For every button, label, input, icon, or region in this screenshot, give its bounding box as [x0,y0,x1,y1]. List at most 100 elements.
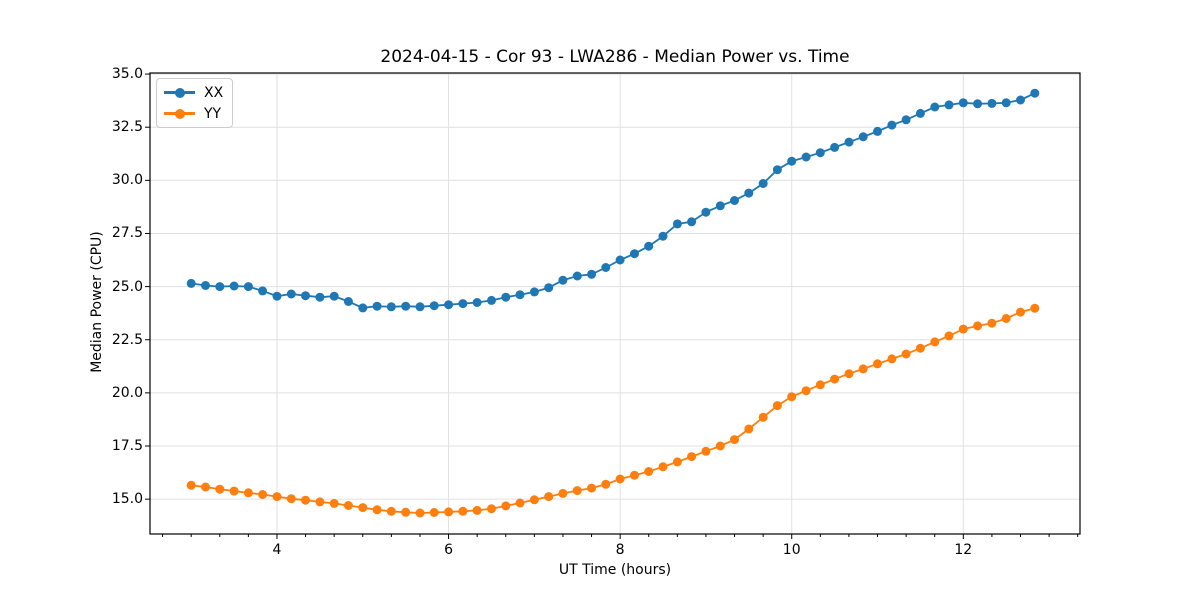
data-point [901,349,911,359]
data-point [215,484,225,494]
data-point [672,219,682,229]
legend: XX YY [156,78,234,128]
y-tick-label: 27.5 [111,225,143,242]
data-point [873,359,882,369]
data-point [558,488,568,498]
data-point [186,480,196,490]
data-point [243,282,253,292]
data-point [930,102,940,112]
data-point [973,99,983,109]
data-point [472,505,482,515]
data-point [1016,307,1025,317]
gridlines [150,73,1080,534]
data-point [286,289,296,299]
x-tick-label: 8 [615,542,625,558]
data-point [201,281,210,290]
data-point [401,507,411,517]
data-point [558,275,568,285]
data-point [329,498,339,508]
data-point [315,497,325,507]
data-point [444,507,454,517]
y-tick-label: 22.5 [111,331,143,348]
data-point [458,299,468,309]
data-point [386,506,396,516]
y-tick-label: 20.0 [111,384,143,401]
data-point [501,501,511,511]
data-point [415,302,425,312]
plot-frame [149,72,1081,535]
data-point [415,508,425,518]
data-point [472,298,482,307]
data-point [372,505,382,515]
chart-title: 2024-04-15 - Cor 93 - LWA286 - Median Po… [380,47,850,67]
legend-line-sample-xx [164,87,195,98]
data-point [715,201,725,211]
data-point [1001,314,1011,323]
x-axis-label: UT Time (hours) [558,562,672,578]
data-point [372,301,382,311]
data-point [1030,303,1040,313]
data-point [487,504,496,514]
data-point [615,474,625,484]
data-point [544,283,554,293]
data-point [529,287,539,297]
data-point [887,120,897,130]
data-point [501,292,511,302]
legend-label-xx: XX [204,84,224,101]
series-xx [186,88,1040,313]
data-point [515,290,525,300]
data-point [458,506,468,516]
data-point [930,337,940,347]
data-point [815,148,825,158]
data-point [715,441,725,451]
data-point [515,498,525,508]
data-point [429,508,439,517]
data-point [815,380,825,390]
data-point [301,291,310,301]
data-point [973,321,983,331]
data-point [758,179,768,188]
data-point [587,483,597,493]
legend-marker-yy [174,108,185,119]
data-point [201,482,210,492]
data-point [958,324,968,334]
data-point [258,286,268,296]
data-point [744,424,754,434]
data-point [701,446,711,456]
data-point [1030,88,1040,98]
data-point [944,331,954,341]
data-point [444,300,454,310]
data-point [272,492,282,502]
data-point [830,374,840,384]
legend-marker-xx [174,87,185,98]
data-point [1001,98,1011,108]
data-point [858,132,868,142]
data-point [315,292,325,302]
legend-entry-yy: YY [164,103,223,124]
data-point [630,249,639,259]
data-point [601,263,611,272]
data-point [487,295,496,305]
data-point [358,503,368,513]
x-tick-label: 10 [782,542,801,558]
data-point [272,291,282,301]
y-tick-label: 17.5 [111,438,143,454]
data-point [587,269,597,279]
data-point [358,303,368,313]
data-point [687,217,697,227]
data-point [301,495,310,505]
data-point [944,100,954,110]
data-point [343,501,353,510]
x-tick-label: 4 [272,542,282,558]
data-point [343,297,353,306]
data-point [787,392,797,402]
data-point [229,281,239,291]
series-yy [186,303,1040,518]
legend-entry-xx: XX [164,82,223,103]
data-point [672,457,682,467]
data-point [772,165,782,175]
axis-ticks [145,73,1079,539]
x-tick-label: 12 [954,542,973,558]
